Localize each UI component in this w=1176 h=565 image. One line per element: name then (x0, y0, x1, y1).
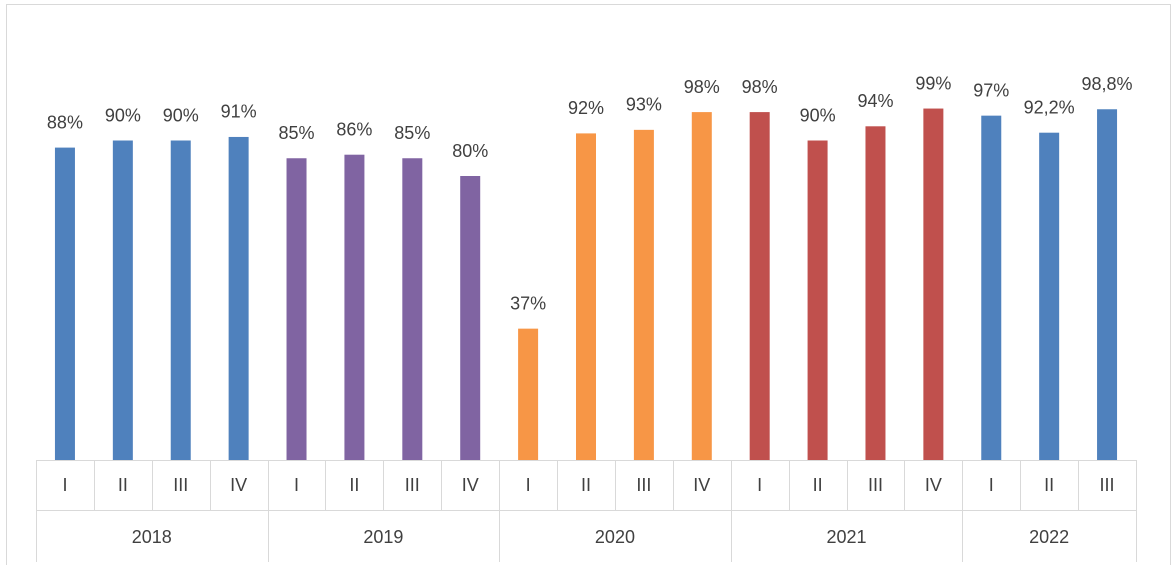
bar (402, 158, 423, 460)
x-tick-label: II (813, 475, 823, 495)
data-label: 94% (857, 91, 893, 111)
chart-frame (6, 4, 1171, 565)
data-label: 88% (47, 112, 83, 132)
group-label: 2020 (595, 527, 635, 547)
data-label: 85% (394, 123, 430, 143)
bar (112, 140, 133, 460)
data-label: 90% (105, 105, 141, 125)
bar (170, 140, 191, 460)
bar (749, 112, 770, 460)
data-label: 92,2% (1024, 97, 1075, 117)
bar (576, 133, 596, 460)
x-tick-label: III (1100, 475, 1115, 495)
bar (691, 112, 712, 460)
bar (1039, 132, 1060, 460)
data-label: 85% (279, 123, 315, 143)
data-label: 91% (221, 102, 257, 122)
data-label: 98% (742, 77, 778, 97)
x-tick-label: I (526, 475, 531, 495)
x-tick-label: III (173, 475, 188, 495)
data-label: 37% (510, 293, 546, 313)
bar (344, 154, 365, 460)
bar (460, 176, 481, 460)
x-tick-label: III (405, 475, 420, 495)
bar (1097, 109, 1118, 460)
group-label: 2021 (827, 527, 867, 547)
x-tick-label: I (757, 475, 762, 495)
x-tick-label: I (294, 475, 299, 495)
group-label: 2018 (132, 527, 172, 547)
x-tick-label: IV (693, 475, 710, 495)
x-tick-label: II (118, 475, 128, 495)
bar (286, 158, 307, 460)
data-label: 90% (163, 105, 199, 125)
data-label: 86% (336, 119, 372, 139)
bar (981, 115, 1002, 461)
bar (923, 108, 944, 461)
data-label: 98% (684, 77, 720, 97)
bar (518, 328, 539, 460)
data-label: 90% (800, 105, 836, 125)
x-tick-label: I (62, 475, 67, 495)
x-tick-label: I (989, 475, 994, 495)
bar (865, 126, 886, 461)
data-label: 92% (568, 98, 604, 118)
x-tick-label: II (349, 475, 359, 495)
bar (633, 129, 654, 460)
bar (228, 136, 249, 460)
data-label: 80% (452, 141, 488, 161)
bar (54, 147, 75, 460)
data-label: 98,8% (1082, 74, 1133, 94)
x-tick-label: IV (462, 475, 479, 495)
data-label: 97% (973, 80, 1009, 100)
x-tick-label: IV (925, 475, 942, 495)
x-tick-label: II (1044, 475, 1054, 495)
x-tick-label: III (868, 475, 883, 495)
group-label: 2022 (1029, 527, 1069, 547)
group-label: 2019 (363, 527, 403, 547)
bar (807, 140, 828, 460)
x-tick-label: II (581, 475, 591, 495)
x-tick-label: III (636, 475, 651, 495)
data-label: 99% (915, 73, 951, 93)
data-label: 93% (626, 95, 662, 115)
x-tick-label: IV (230, 475, 247, 495)
